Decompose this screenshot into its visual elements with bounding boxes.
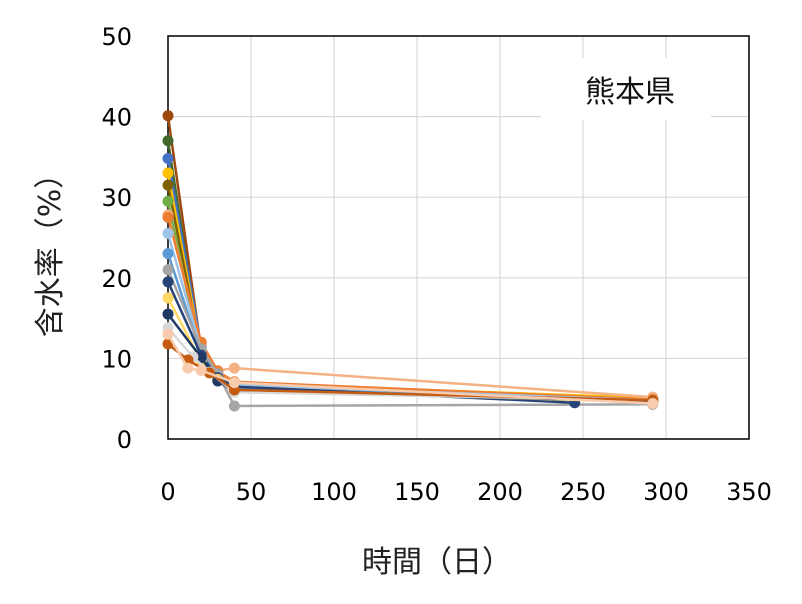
region-label-background <box>541 58 711 120</box>
data-point <box>162 276 174 288</box>
x-tick-label: 100 <box>311 478 357 506</box>
series-layer <box>162 110 659 412</box>
y-tick-label: 50 <box>101 23 132 51</box>
data-point <box>162 211 174 223</box>
y-tick-label: 20 <box>101 265 132 293</box>
x-axis-ticks: 0 50 100 150 200 250 300 350 <box>160 478 772 506</box>
data-point <box>228 377 240 389</box>
x-tick-label: 350 <box>726 478 772 506</box>
data-point <box>162 227 174 239</box>
data-point <box>162 264 174 276</box>
x-tick-label: 50 <box>236 478 267 506</box>
y-axis-ticks: 0 10 20 30 40 50 <box>101 23 132 454</box>
data-point <box>182 362 194 374</box>
data-point <box>162 167 174 179</box>
region-label: 熊本県 <box>585 75 675 110</box>
y-tick-label: 40 <box>101 104 132 132</box>
data-point <box>228 400 240 412</box>
data-point <box>162 153 174 165</box>
x-tick-label: 0 <box>160 478 175 506</box>
data-point <box>162 179 174 191</box>
y-tick-label: 30 <box>101 184 132 212</box>
data-point <box>647 398 659 410</box>
data-point <box>162 195 174 207</box>
x-tick-label: 200 <box>477 478 523 506</box>
data-point <box>162 248 174 260</box>
data-point <box>195 364 207 376</box>
data-series <box>162 328 659 410</box>
x-tick-label: 300 <box>643 478 689 506</box>
y-tick-label: 0 <box>117 426 132 454</box>
data-point <box>162 328 174 340</box>
x-tick-label: 250 <box>560 478 606 506</box>
data-point <box>162 135 174 147</box>
data-point <box>228 362 240 374</box>
data-point <box>162 110 174 122</box>
region-label-box: 熊本県 <box>541 58 711 120</box>
data-point <box>162 308 174 320</box>
data-point <box>162 292 174 304</box>
x-axis-title: 時間（日） <box>362 545 512 580</box>
x-tick-label: 150 <box>394 478 440 506</box>
y-tick-label: 10 <box>101 345 132 373</box>
y-axis-title: 含水率（%） <box>33 159 68 338</box>
